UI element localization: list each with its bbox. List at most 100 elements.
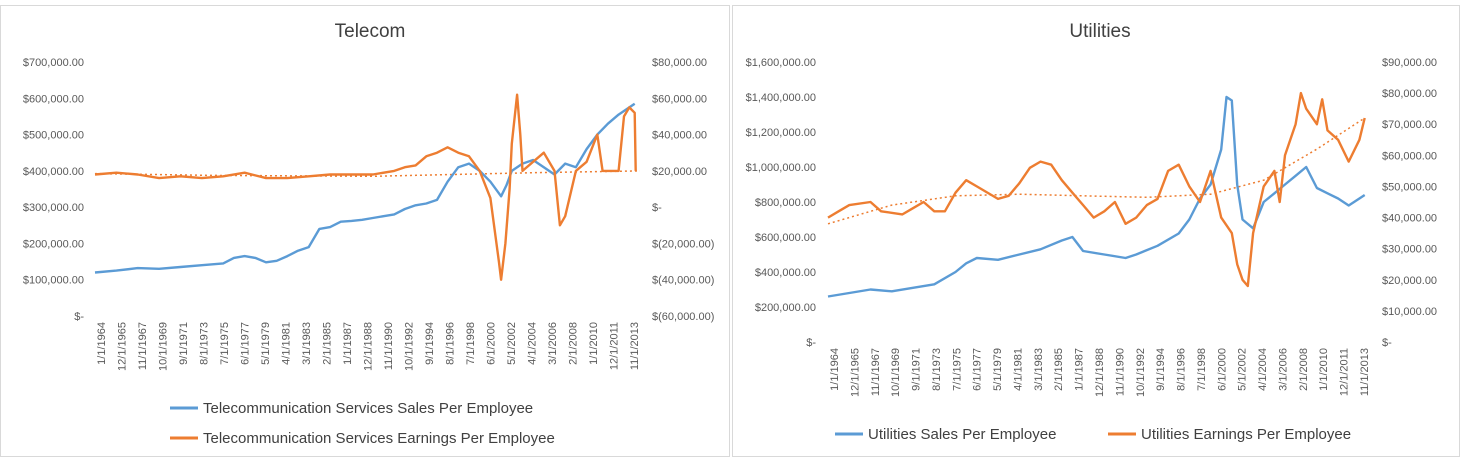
x-tick-label: 7/1/1998 (465, 322, 477, 365)
y-left-tick-label: $1,400,000.00 (746, 92, 816, 104)
x-tick-label: 9/1/1971 (911, 348, 923, 391)
x-tick-label: 10/1/1969 (890, 348, 902, 397)
y-right-tick-label: $90,000.00 (1382, 57, 1437, 69)
x-tick-label: 4/1/1981 (1012, 348, 1024, 391)
x-tick-label: 9/1/1994 (1155, 348, 1167, 391)
x-tick-label: 5/1/2002 (506, 322, 518, 365)
chart-title: Utilities (1069, 21, 1130, 42)
x-tick-label: 1/1/1964 (829, 348, 841, 391)
x-tick-label: 6/1/1977 (972, 348, 984, 391)
x-tick-label: 2/1/2008 (1298, 348, 1310, 391)
x-tick-label: 12/1/1965 (117, 322, 129, 371)
y-right-tick-label: $40,000.00 (1382, 213, 1437, 225)
x-tick-label: 8/1/1973 (199, 322, 211, 365)
y-right-tick-label: $40,000.00 (652, 130, 707, 142)
x-tick-label: 10/1/1992 (404, 322, 416, 371)
trendline (827, 117, 1366, 225)
x-tick-label: 7/1/1975 (219, 322, 231, 365)
y-right-tick-label: $(40,000.00) (652, 275, 714, 287)
x-tick-label: 8/1/1996 (445, 322, 457, 365)
x-tick-label: 1/1/1964 (96, 322, 108, 365)
x-tick-label: 10/1/1969 (158, 322, 170, 371)
x-tick-label: 9/1/1994 (424, 322, 436, 365)
x-tick-label: 6/1/2000 (486, 322, 498, 365)
x-tick-label: 6/1/1977 (240, 322, 252, 365)
x-tick-label: 11/1/1967 (137, 322, 149, 370)
series-line-1 (94, 102, 636, 274)
x-tick-label: 11/1/2013 (1359, 348, 1371, 396)
x-tick-label: 2/1/2008 (568, 322, 580, 365)
legend-label: Telecommunication Services Earnings Per … (203, 430, 555, 447)
utilities-plot: Utilities $- $200,000.00 $400,000.00 $600,00… (746, 21, 1437, 443)
y-right-tick-label: $30,000.00 (1382, 244, 1437, 256)
x-tick-label: 11/1/1990 (1114, 348, 1126, 396)
x-tick-label: 5/1/2002 (1237, 348, 1249, 391)
x-tick-label: 3/1/1983 (301, 322, 313, 365)
x-tick-label: 3/1/2006 (547, 322, 559, 365)
y-right-tick-label: $10,000.00 (1382, 306, 1437, 318)
y-left-tick-label: $400,000.00 (23, 166, 84, 178)
telecom-plot: Telecom $- $100,000.00 $200,000.00 $300,000.… (23, 21, 715, 447)
y-left-tick-label: $600,000.00 (755, 232, 816, 244)
x-tick-label: 3/1/2006 (1277, 348, 1289, 391)
x-tick-label: 12/1/2011 (609, 322, 621, 370)
y-left-tick-label: $600,000.00 (23, 93, 84, 105)
x-tick-label: 7/1/1975 (951, 348, 963, 391)
y-left-tick-label: $100,000.00 (23, 275, 84, 287)
x-tick-label: 3/1/1983 (1033, 348, 1045, 391)
x-tick-label: 1/1/1987 (342, 322, 354, 365)
y-right-tick-label: $50,000.00 (1382, 181, 1437, 193)
utilities-chart-border (732, 5, 1460, 457)
x-tick-label: 11/1/2013 (629, 322, 641, 370)
y-right-tick-label: $(60,000.00) (652, 311, 714, 323)
y-left-tick-label: $200,000.00 (755, 302, 816, 314)
y-left-tick-label: $- (74, 311, 84, 323)
y-left-tick-label: $- (806, 337, 816, 349)
y-left-tick-label: $700,000.00 (23, 57, 84, 69)
x-tick-label: 1/1/2010 (588, 322, 600, 365)
x-tick-label: 10/1/1992 (1135, 348, 1147, 397)
y-right-tick-label: $20,000.00 (652, 166, 707, 178)
y-right-tick-label: $(20,000.00) (652, 238, 714, 250)
y-left-tick-label: $200,000.00 (23, 238, 84, 250)
y-left-tick-label: $1,000,000.00 (746, 162, 816, 174)
legend-label: Utilities Sales Per Employee (868, 426, 1056, 443)
y-right-tick-label: $80,000.00 (652, 57, 707, 69)
x-tick-label: 12/1/1988 (1094, 348, 1106, 397)
x-tick-label: 12/1/1965 (849, 348, 861, 397)
y-left-tick-label: $300,000.00 (23, 202, 84, 214)
y-right-tick-label: $80,000.00 (1382, 88, 1437, 100)
y-right-tick-label: $60,000.00 (652, 93, 707, 105)
x-tick-label: 12/1/2011 (1339, 348, 1351, 396)
x-tick-label: 8/1/1996 (1176, 348, 1188, 391)
series-line-2 (827, 91, 1366, 288)
x-tick-label: 4/1/2004 (1257, 348, 1269, 391)
y-right-tick-label: $- (1382, 337, 1392, 349)
legend-label: Telecommunication Services Sales Per Emp… (203, 400, 533, 417)
x-tick-label: 8/1/1973 (931, 348, 943, 391)
y-right-tick-label: $- (652, 202, 662, 214)
x-tick-label: 2/1/1985 (1053, 348, 1065, 391)
x-tick-label: 5/1/1979 (992, 348, 1004, 391)
y-left-tick-label: $400,000.00 (755, 267, 816, 279)
series-line-2 (94, 93, 637, 281)
y-right-tick-label: $70,000.00 (1382, 119, 1437, 131)
x-tick-label: 6/1/2000 (1216, 348, 1228, 391)
x-tick-label: 2/1/1985 (322, 322, 334, 365)
x-tick-label: 5/1/1979 (260, 322, 272, 365)
y-left-tick-label: $1,600,000.00 (746, 57, 816, 69)
x-tick-label: 1/1/1987 (1074, 348, 1086, 391)
x-tick-label: 12/1/1988 (363, 322, 375, 371)
x-tick-label: 4/1/2004 (527, 322, 539, 365)
y-left-tick-label: $500,000.00 (23, 130, 84, 142)
x-tick-label: 11/1/1990 (383, 322, 395, 370)
y-left-tick-label: $800,000.00 (755, 197, 816, 209)
telecom-chart-border (0, 5, 730, 457)
legend-label: Utilities Earnings Per Employee (1141, 426, 1351, 443)
x-tick-label: 1/1/2010 (1318, 348, 1330, 391)
y-right-tick-label: $60,000.00 (1382, 150, 1437, 162)
x-tick-label: 11/1/1967 (870, 348, 882, 396)
series-line-1 (827, 95, 1366, 298)
